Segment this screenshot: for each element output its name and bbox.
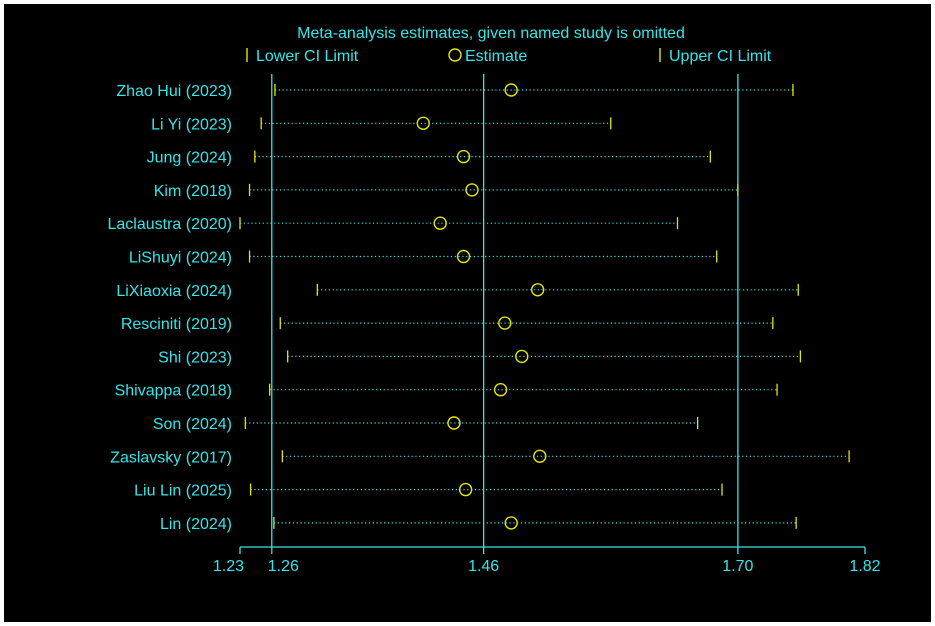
study-row: Lin (2024) — [160, 516, 797, 533]
estimate-marker — [533, 449, 547, 463]
estimate-marker — [515, 349, 529, 364]
study-label: Jung (2024) — [147, 150, 232, 167]
legend-label: Upper CI Limit — [669, 48, 772, 65]
study-row: Li Yi (2023) — [151, 116, 612, 133]
estimate-marker — [504, 516, 518, 530]
study-label: Liu Lin (2025) — [134, 483, 232, 500]
study-label: Zaslavsky (2017) — [110, 449, 232, 466]
study-label: LiXiaoxia (2024) — [116, 283, 232, 300]
x-tick-label: 1.26 — [268, 558, 299, 575]
study-label: Kim (2018) — [154, 183, 232, 200]
estimate-marker — [433, 216, 447, 230]
chart-title: Meta-analysis estimates, given named stu… — [297, 25, 685, 42]
study-row: Kim (2018) — [154, 183, 739, 200]
legend-label: Lower CI Limit — [256, 48, 359, 65]
study-label: Li Yi (2023) — [151, 116, 232, 133]
estimate-marker — [498, 316, 512, 330]
study-row: Shi (2023) — [158, 349, 802, 366]
study-label: Son (2024) — [153, 416, 232, 433]
x-tick-label: 1.23 — [213, 558, 244, 575]
study-label: LiShuyi (2024) — [129, 250, 232, 267]
study-row: LiShuyi (2024) — [129, 249, 718, 267]
legend-estimate-icon — [448, 48, 462, 62]
reference-lines — [271, 74, 739, 547]
forest-plot: Meta-analysis estimates, given named stu… — [107, 25, 881, 575]
study-row: Jung (2024) — [147, 150, 711, 167]
estimate-marker — [416, 116, 430, 131]
estimate-marker — [456, 149, 471, 164]
study-label: Resciniti (2019) — [121, 316, 232, 333]
estimate-marker — [465, 183, 479, 197]
x-tick-label: 1.70 — [722, 558, 753, 575]
study-label: Laclaustra (2020) — [107, 216, 232, 233]
estimate-marker — [530, 283, 545, 297]
plot-frame: Meta-analysis estimates, given named stu… — [4, 4, 931, 622]
study-label: Shi (2023) — [158, 349, 232, 366]
study-label: Zhao Hui (2023) — [116, 83, 232, 100]
study-row: Resciniti (2019) — [121, 316, 774, 333]
x-tick-label: 1.82 — [849, 558, 880, 575]
study-row: Liu Lin (2025) — [134, 482, 723, 500]
estimate-marker — [456, 249, 471, 264]
x-tick-label: 1.46 — [468, 558, 499, 575]
study-row: Zhao Hui (2023) — [116, 83, 794, 100]
study-rows: Zhao Hui (2023) Li Yi (2023) Jung (2024) Ki… — [107, 83, 850, 533]
estimate-marker — [447, 416, 461, 430]
estimate-marker — [493, 383, 508, 397]
study-row: LiXiaoxia (2024) — [116, 283, 799, 300]
study-row: Shivappa (2018) — [115, 383, 778, 400]
study-row: Son (2024) — [153, 416, 699, 433]
study-label: Shivappa (2018) — [115, 383, 232, 400]
estimate-marker — [504, 83, 518, 97]
legend: Lower CI Limit Estimate Upper CI Limit — [246, 48, 772, 65]
study-row: Laclaustra (2020) — [107, 216, 679, 233]
estimate-marker — [458, 482, 473, 497]
study-label: Lin (2024) — [160, 516, 232, 533]
legend-label: Estimate — [465, 48, 527, 65]
x-axis: 1.23 1.26 1.46 1.70 1.82 — [213, 546, 881, 575]
study-row: Zaslavsky (2017) — [110, 449, 850, 466]
